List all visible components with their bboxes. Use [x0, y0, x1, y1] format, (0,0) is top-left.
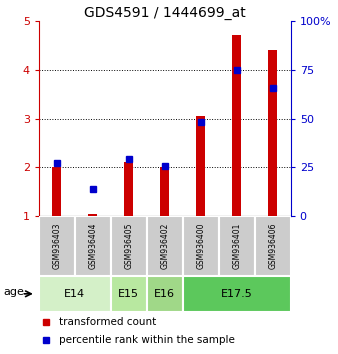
Bar: [183, 276, 291, 312]
Bar: [183, 216, 219, 276]
Text: E17.5: E17.5: [221, 289, 252, 299]
Bar: [75, 216, 111, 276]
Bar: [39, 216, 75, 276]
Bar: [160, 167, 169, 216]
Bar: [232, 35, 241, 216]
Text: percentile rank within the sample: percentile rank within the sample: [59, 335, 235, 344]
Text: E16: E16: [154, 289, 175, 299]
Bar: [88, 213, 97, 216]
Text: GSM936400: GSM936400: [196, 223, 205, 269]
Text: GSM936404: GSM936404: [88, 223, 97, 269]
Text: E14: E14: [64, 289, 86, 299]
Bar: [147, 216, 183, 276]
Bar: [124, 162, 133, 216]
Text: GSM936406: GSM936406: [268, 223, 277, 269]
Bar: [111, 276, 147, 312]
Bar: [147, 276, 183, 312]
Text: transformed count: transformed count: [59, 318, 156, 327]
Text: GSM936401: GSM936401: [232, 223, 241, 269]
Text: age: age: [3, 287, 24, 297]
Bar: [255, 216, 291, 276]
Text: E15: E15: [118, 289, 139, 299]
Bar: [219, 216, 255, 276]
Title: GDS4591 / 1444699_at: GDS4591 / 1444699_at: [84, 6, 246, 20]
Bar: [39, 276, 111, 312]
Text: GSM936405: GSM936405: [124, 223, 133, 269]
Text: GSM936402: GSM936402: [160, 223, 169, 269]
Bar: [52, 167, 62, 216]
Bar: [268, 50, 277, 216]
Text: GSM936403: GSM936403: [52, 223, 62, 269]
Bar: [196, 116, 205, 216]
Bar: [111, 216, 147, 276]
